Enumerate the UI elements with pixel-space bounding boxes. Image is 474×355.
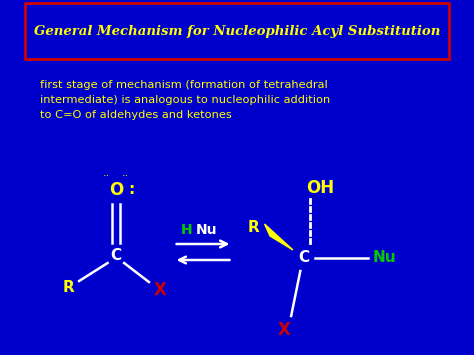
Text: OH: OH xyxy=(307,179,335,197)
Text: X: X xyxy=(154,281,166,299)
Text: ··: ·· xyxy=(121,171,128,181)
Text: first stage of mechanism (formation of tetrahedral
intermediate) is analogous to: first stage of mechanism (formation of t… xyxy=(40,80,330,120)
Text: Nu: Nu xyxy=(373,251,396,266)
Text: General Mechanism for Nucleophilic Acyl Substitution: General Mechanism for Nucleophilic Acyl … xyxy=(34,24,440,38)
Polygon shape xyxy=(264,224,293,250)
Text: R: R xyxy=(62,279,74,295)
Text: C: C xyxy=(299,251,310,266)
Text: ··: ·· xyxy=(103,171,110,181)
Text: C: C xyxy=(110,247,121,262)
Text: :: : xyxy=(128,182,135,197)
Text: O: O xyxy=(109,181,123,199)
Text: Nu: Nu xyxy=(196,223,217,237)
FancyBboxPatch shape xyxy=(25,3,449,59)
Text: X: X xyxy=(277,321,290,339)
Text: R: R xyxy=(247,220,259,235)
Text: H: H xyxy=(181,223,192,237)
